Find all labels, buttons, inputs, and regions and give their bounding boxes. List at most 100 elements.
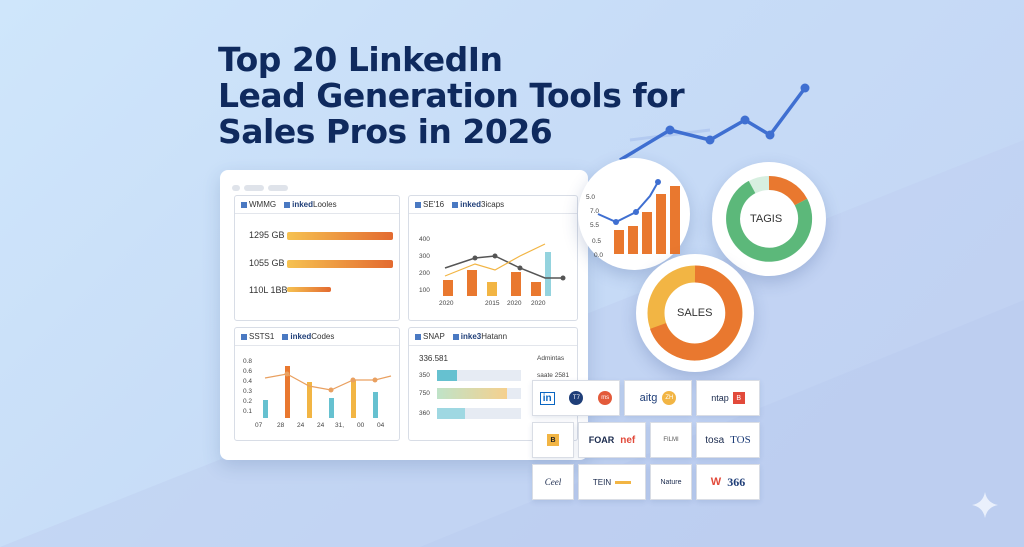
table-subheading: saate 2581 <box>537 372 570 379</box>
page-title: Top 20 LinkedIn Lead Generation Tools fo… <box>218 40 685 150</box>
bar <box>373 392 378 418</box>
mini-line-chart <box>443 243 566 296</box>
bubble-chart-graphic <box>597 179 680 254</box>
bar <box>670 186 680 254</box>
y-tick: 7.0 <box>590 208 600 215</box>
bar <box>351 380 356 418</box>
x-tick: 28 <box>277 422 285 429</box>
panel-storage: WMMG inkedLooles 1295 GB 1055 GB 110L 1B… <box>234 195 400 321</box>
bar <box>642 212 652 254</box>
donut-chart-graphic <box>647 265 743 361</box>
y-tick: 0.8 <box>243 358 253 365</box>
bar <box>443 280 453 296</box>
panel-header: WMMG inkedLooles <box>235 196 399 214</box>
linkedin-icon <box>452 201 459 208</box>
bar <box>628 226 638 254</box>
app-icon <box>415 333 421 340</box>
title-line-1: Top 20 LinkedIn <box>218 40 503 79</box>
x-tick: 2020 <box>531 300 546 307</box>
bar <box>656 194 666 254</box>
x-tick: 24 <box>317 422 325 429</box>
bar <box>467 270 477 296</box>
x-tick: 04 <box>377 422 385 429</box>
y-tick: 5.0 <box>586 194 596 201</box>
row-label: 350 <box>419 372 430 379</box>
linkedin-icon <box>284 201 291 208</box>
bar <box>545 252 551 296</box>
x-tick: 07 <box>255 422 263 429</box>
linkedin-icon <box>282 333 289 340</box>
donut-slice <box>768 175 808 206</box>
bar <box>307 382 312 418</box>
brand-logo-text: FOAR <box>588 435 615 445</box>
brand-logo-text: tosa <box>705 434 725 446</box>
brand-suffix: Codes <box>311 332 335 341</box>
panel-name: WMMG <box>249 200 277 209</box>
logo-card: Ceel <box>532 464 574 500</box>
brand-logo-icon <box>615 480 632 484</box>
brand-suffix: Hatann <box>481 332 508 341</box>
y-tick: 0.2 <box>243 398 253 405</box>
app-icon <box>241 201 247 208</box>
logo-card: ntap B <box>696 380 760 416</box>
table-bar <box>437 370 521 381</box>
y-tick: 0.3 <box>243 388 253 395</box>
bar <box>329 398 334 418</box>
donut-label: TAGIS <box>750 213 783 225</box>
y-tick: 0.6 <box>243 368 253 375</box>
brand-logo-icon: T7 <box>569 391 584 405</box>
y-tick: 300 <box>419 253 430 260</box>
table-bar <box>437 388 521 399</box>
brand-label: inked <box>460 200 482 209</box>
y-tick: 0.0 <box>594 252 604 259</box>
brand-logo-text: ntap <box>711 393 729 403</box>
brand-logo-text: nef <box>620 434 636 446</box>
brand-logo-icon: ZH <box>662 391 677 405</box>
x-tick: 2020 <box>439 300 454 307</box>
brand-logo-text: aitg <box>639 392 658 404</box>
bar <box>511 272 521 296</box>
brand-logo-icon: B <box>732 392 745 404</box>
logo-card: FOAR nef <box>578 422 646 458</box>
panel-header: SE'16 inked3icaps <box>409 196 577 214</box>
trend-line-graphic <box>619 83 810 162</box>
brand-logo-text: 366 <box>727 474 746 489</box>
sparkle-icon <box>972 492 998 518</box>
bar <box>531 282 541 296</box>
table-value: 336.581 <box>419 354 448 363</box>
row-label: 1295 GB <box>249 230 285 240</box>
brand-logo-text: Ceel <box>544 477 562 487</box>
title-line-2: Lead Generation Tools for <box>218 76 685 115</box>
donut-chart-graphic <box>726 175 813 262</box>
x-tick: 31, <box>335 422 345 429</box>
logo-card: tosa TOS <box>696 422 760 458</box>
row-label: 750 <box>419 390 430 397</box>
y-tick: 0.5 <box>592 238 602 245</box>
y-tick: 400 <box>419 236 430 243</box>
series-line <box>264 373 392 391</box>
x-tick: 00 <box>357 422 365 429</box>
app-icon <box>415 201 421 208</box>
brand-logo-icon: B <box>547 434 559 446</box>
x-tick: 2015 <box>485 300 500 307</box>
window-dots <box>232 178 292 196</box>
panel-name: SSTS1 <box>249 332 275 341</box>
panel-name: SE'16 <box>423 200 445 209</box>
brand-suffix: 3icaps <box>481 200 505 209</box>
y-tick: 5.5 <box>590 222 600 229</box>
panel-header: SNAP inke3Hatann <box>409 328 577 346</box>
bar <box>614 230 624 254</box>
panel-line-chart: SE'16 inked3icaps 400 300 200 100 2020 2… <box>408 195 578 321</box>
progress-bar <box>287 260 393 268</box>
brand-logo-text: Nature <box>660 478 682 486</box>
logo-card: B <box>532 422 574 458</box>
row-label: 1055 GB <box>249 258 285 268</box>
bar <box>487 282 497 296</box>
app-icon <box>241 333 247 340</box>
brand-label: inked <box>292 200 314 209</box>
y-tick: 100 <box>419 287 430 294</box>
donut-slice <box>649 265 743 361</box>
progress-bar <box>287 287 331 292</box>
brand-logo-text: FILMI <box>663 437 679 443</box>
brand-suffix: Looles <box>313 200 337 209</box>
